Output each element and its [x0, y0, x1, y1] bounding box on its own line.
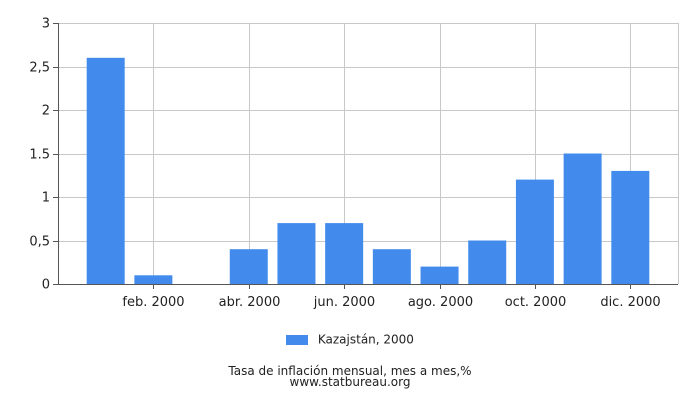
chart-axes — [53, 23, 678, 289]
bar — [325, 223, 364, 284]
x-tick-label: dic. 2000 — [600, 295, 660, 310]
bar — [420, 266, 459, 284]
bar — [229, 249, 268, 284]
legend-label: Kazajstán, 2000 — [317, 332, 414, 347]
bar — [468, 240, 507, 284]
bar — [563, 153, 602, 284]
y-tick-label: 1.5 — [29, 148, 50, 163]
x-axis-labels: feb. 2000 abr. 2000 jun. 2000 ago. 2000 oct.… — [122, 295, 660, 310]
x-tick-label: abr. 2000 — [219, 295, 281, 310]
chart-grid — [58, 23, 679, 284]
y-tick-label: 2,5 — [29, 61, 50, 76]
y-tick-label: 3 — [42, 17, 50, 32]
y-tick-label: 0 — [42, 278, 50, 293]
bar — [611, 170, 650, 284]
x-tick-label: feb. 2000 — [122, 295, 184, 310]
x-tick-label: ago. 2000 — [408, 295, 473, 310]
bar — [86, 57, 125, 284]
y-tick-label: 0,5 — [29, 235, 50, 250]
bar — [277, 223, 316, 284]
source-link[interactable]: www.statbureau.org — [289, 375, 411, 389]
y-tick-label: 2 — [42, 104, 50, 119]
chart-legend: Kazajstán, 2000 — [0, 332, 700, 347]
x-tick-label: jun. 2000 — [313, 295, 375, 310]
y-tick-label: 1 — [42, 191, 50, 206]
y-axis-labels: 0 0,5 1 1.5 2 2,5 3 — [29, 17, 50, 293]
bar — [372, 249, 411, 284]
legend-swatch — [286, 334, 309, 345]
chart-caption: Tasa de inflación mensual, mes a mes,% — [228, 364, 472, 378]
bar — [515, 179, 554, 284]
inflation-bar-chart: 0 0,5 1 1.5 2 2,5 3 feb. 2000 abr. 2000 jun. 200… — [29, 17, 679, 310]
bar — [134, 275, 173, 284]
x-tick-label: oct. 2000 — [505, 295, 567, 310]
chart-bars — [86, 57, 650, 284]
